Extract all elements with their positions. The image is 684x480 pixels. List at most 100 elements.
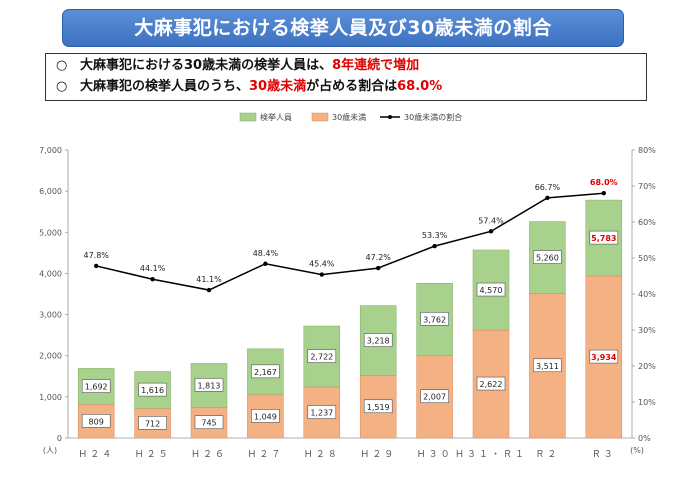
page-title: 大麻事犯における検挙人員及び30歳未満の割合 [62, 9, 624, 47]
summary-2-text-a: 大麻事犯の検挙人員のうち、 [80, 79, 250, 94]
data-label-box-under30 [476, 376, 506, 391]
y-right-tick-label: 30% [638, 326, 656, 335]
legend-label-total: 検挙人員 [260, 112, 292, 122]
legend-label-ratio: 30歳未満の割合 [404, 112, 462, 122]
data-label-total: 4,570 [480, 286, 503, 295]
circle-bullet-icon: ○ [56, 58, 68, 73]
x-tick-label: Ｈ３０ [417, 450, 453, 460]
summary-2-highlight-b: 68.0% [397, 79, 443, 94]
data-label-box-total [307, 349, 337, 363]
data-label-under30: 2,622 [480, 380, 503, 389]
ratio-point [432, 243, 437, 249]
data-label-box-under30 [138, 416, 167, 430]
ratio-line [96, 192, 604, 291]
data-label-total: 1,692 [85, 383, 108, 392]
data-label-under30: 712 [145, 419, 160, 428]
y-left-tick-label: 0 [57, 434, 62, 443]
data-label-under30: 3,934 [591, 353, 617, 362]
summary-1-text: 大麻事犯における30歳未満の検挙人員は、 [80, 58, 333, 73]
x-tick-label: Ｈ２９ [360, 450, 396, 460]
ratio-label: 44.1% [140, 264, 166, 273]
summary-box: ○ 大麻事犯における30歳未満の検挙人員は、8年連続で増加 ○ 大麻事犯の検挙人員の… [45, 53, 647, 101]
x-tick-label: Ｈ３１・Ｒ１ [455, 450, 527, 460]
ratio-point [263, 261, 268, 266]
y-left-tick-label: 3,000 [39, 311, 62, 320]
y-left-tick-label: 4,000 [39, 269, 62, 278]
data-label-total: 5,783 [591, 234, 616, 243]
ratio-label: 68.0% [590, 178, 618, 187]
x-tick-label: Ｈ２５ [135, 450, 171, 460]
summary-line-1: ○ 大麻事犯における30歳未満の検挙人員は、8年連続で増加 [56, 56, 419, 76]
y-right-tick-label: 50% [638, 254, 656, 263]
y-right-tick-label: 0% [638, 434, 651, 443]
data-label-total: 3,218 [367, 337, 390, 346]
data-label-under30: 1,049 [254, 412, 277, 421]
ratio-label: 41.1% [196, 275, 222, 284]
y-left-unit: (人) [43, 446, 57, 455]
data-label-under30: 745 [201, 419, 216, 428]
y-left-tick-label: 5,000 [39, 228, 62, 237]
summary-1-highlight: 8年連続で増加 [332, 58, 420, 73]
summary-2-text-b: が占める割合は [306, 79, 398, 94]
y-right-tick-label: 80% [638, 146, 656, 155]
y-right-tick-label: 70% [638, 182, 656, 191]
data-label-under30: 2,007 [423, 393, 446, 402]
data-label-box-under30 [420, 389, 449, 404]
data-label-total: 5,260 [536, 254, 559, 263]
summary-2-highlight-a: 30歳未満 [249, 79, 307, 94]
data-label-box-total [420, 312, 449, 326]
data-label-box-total [251, 364, 280, 379]
data-label-box-under30 [194, 415, 224, 429]
data-label-total: 1,616 [141, 386, 164, 395]
data-label-box-total [589, 230, 619, 245]
data-label-box-under30 [589, 349, 619, 364]
y-left-tick-label: 6,000 [39, 187, 62, 196]
x-tick-label: Ｈ２８ [304, 450, 340, 460]
y-right-unit: (%) [630, 446, 644, 455]
data-label-box-under30 [251, 409, 280, 423]
data-label-box-under30 [307, 405, 337, 419]
legend-swatch-total [239, 112, 257, 122]
data-label-under30: 1,519 [367, 403, 390, 412]
y-right-tick-label: 10% [638, 398, 656, 407]
ratio-point [601, 191, 606, 196]
legend-marker-ratio [388, 115, 392, 119]
data-label-box-total [194, 378, 224, 392]
x-tick-label: Ｈ２６ [191, 450, 227, 460]
ratio-point [319, 272, 324, 277]
data-label-box-total [81, 379, 111, 393]
data-label-box-under30 [533, 358, 562, 373]
data-label-total: 2,722 [310, 353, 333, 362]
x-tick-label: Ｈ２７ [247, 450, 283, 460]
ratio-label: 66.7% [535, 183, 561, 192]
x-tick-label: Ｒ３ [592, 450, 616, 460]
ratio-label: 45.4% [309, 260, 335, 269]
data-label-under30: 809 [89, 417, 104, 426]
x-tick-label: Ｒ２ [535, 450, 559, 460]
y-left-tick-label: 1,000 [39, 393, 62, 402]
data-label-total: 2,167 [254, 368, 277, 377]
data-label-box-under30 [363, 399, 393, 414]
data-label-total: 3,762 [423, 315, 446, 324]
ratio-point [545, 195, 550, 201]
data-label-box-total [533, 250, 562, 264]
ratio-label: 48.4% [253, 249, 279, 258]
data-label-under30: 3,511 [536, 362, 559, 371]
legend-swatch-under30 [311, 112, 329, 122]
y-right-tick-label: 60% [638, 218, 656, 227]
y-right-tick-label: 20% [638, 362, 656, 371]
ratio-label: 57.4% [478, 216, 504, 225]
ratio-point [376, 265, 381, 271]
data-label-box-total [363, 333, 393, 347]
legend-label-under30: 30歳未満 [332, 112, 366, 122]
summary-line-2: ○ 大麻事犯の検挙人員のうち、30歳未満が占める割合は68.0% [56, 77, 442, 97]
ratio-point [94, 263, 99, 269]
data-label-box-total [476, 282, 506, 297]
ratio-label: 53.3% [422, 231, 448, 240]
y-right-tick-label: 40% [638, 290, 656, 299]
ratio-point [150, 277, 155, 282]
data-label-total: 1,813 [198, 381, 221, 390]
data-label-box-total [138, 382, 167, 397]
ratio-label: 47.2% [365, 253, 391, 262]
